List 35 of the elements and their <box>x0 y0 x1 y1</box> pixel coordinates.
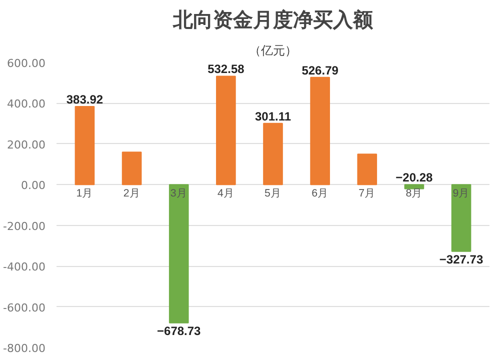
y-tick-label: 400.00 <box>7 98 46 111</box>
x-tick-label: 4月 <box>217 188 234 200</box>
y-tick-label: -600.00 <box>3 301 46 314</box>
bar <box>74 106 95 186</box>
x-tick-label: 8月 <box>406 188 423 200</box>
bar <box>404 184 424 190</box>
x-tick-label: 1月 <box>76 188 94 200</box>
bar <box>122 152 142 186</box>
y-tick-label: 0.00 <box>21 179 46 192</box>
y-tick-label: -400.00 <box>3 260 46 274</box>
chart-title: 北向资金月度净买入额 <box>172 8 374 32</box>
chart-subtitle: （亿元） <box>249 44 297 58</box>
data-label: 526.79 <box>302 63 339 78</box>
x-tick-label: 7月 <box>358 188 376 200</box>
data-label: −327.73 <box>439 252 484 266</box>
bar <box>168 184 189 324</box>
data-label: −678.73 <box>157 324 202 338</box>
x-tick-label: 9月 <box>452 188 470 200</box>
y-tick-label: 600.00 <box>7 57 46 70</box>
data-label: −20.28 <box>396 170 434 185</box>
x-tick-label: 2月 <box>123 188 140 200</box>
y-tick-label: -200.00 <box>3 220 46 233</box>
y-tick-label: 200.00 <box>7 138 46 152</box>
y-tick-label: -800.00 <box>3 342 46 355</box>
x-tick-label: 6月 <box>312 188 329 200</box>
x-tick-label: 5月 <box>264 188 282 200</box>
bar <box>451 184 472 252</box>
bar <box>357 154 378 186</box>
bar <box>216 76 236 186</box>
data-label: 532.58 <box>208 62 245 76</box>
bar <box>263 122 283 186</box>
bar <box>310 76 330 186</box>
data-label: 383.92 <box>66 92 104 106</box>
x-tick-label: 3月 <box>170 188 188 200</box>
data-label: 301.11 <box>254 109 292 124</box>
